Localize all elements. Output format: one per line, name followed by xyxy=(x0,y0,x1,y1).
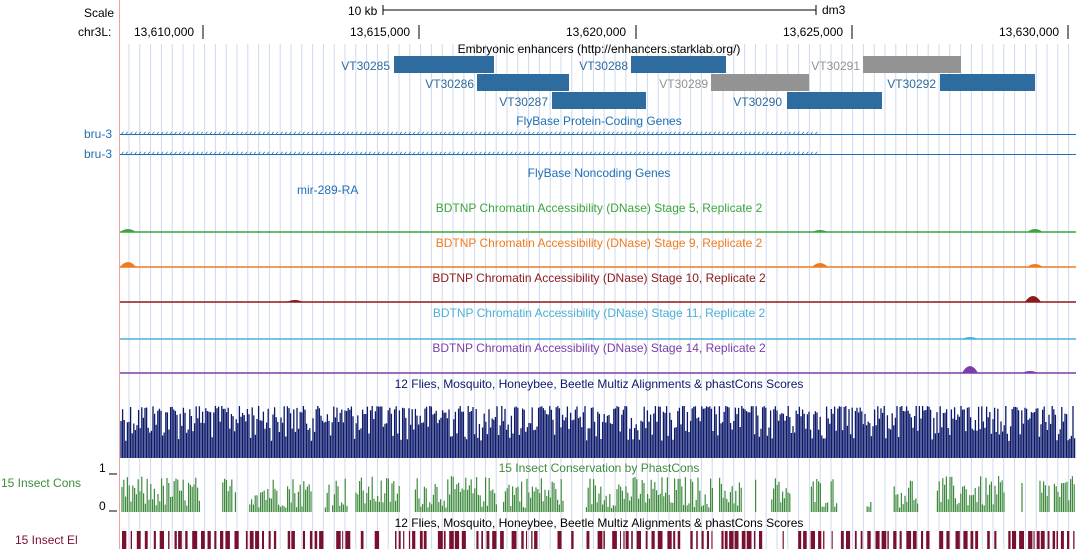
enhancer-feature-label[interactable]: VT30288 xyxy=(579,59,628,73)
chrom-label: chr3L: xyxy=(78,25,112,39)
dnase-signal-peak xyxy=(287,300,303,302)
insect-cons-bars xyxy=(121,476,1075,512)
gene-model-line[interactable] xyxy=(120,134,1076,135)
dnase-track-title[interactable]: BDTNP Chromatin Accessibility (DNase) St… xyxy=(435,236,763,250)
noncoding-genes-track-title[interactable]: FlyBase Noncoding Genes xyxy=(527,166,671,180)
dnase-signal-peak xyxy=(582,338,598,339)
insect-cons-track-title[interactable]: 15 Insect Conservation by PhastCons xyxy=(498,461,700,475)
dnase-signal-peak xyxy=(1027,229,1043,232)
enhancer-feature[interactable] xyxy=(711,74,809,91)
insect-el-blocks xyxy=(122,531,1075,549)
enhancer-feature[interactable] xyxy=(787,92,882,109)
dnase-signal-peak xyxy=(812,263,828,267)
enhancer-feature[interactable] xyxy=(394,56,494,73)
dnase-signal-peak xyxy=(1025,296,1041,302)
gene-label[interactable]: bru-3 xyxy=(84,127,113,141)
gene-strand-arrows: ‹‹‹‹‹‹‹‹‹‹‹‹‹‹‹‹‹‹‹‹‹‹‹‹‹‹‹‹‹‹‹‹‹‹‹‹‹‹‹‹… xyxy=(120,129,819,139)
insect-cons-side-label[interactable]: 15 Insect Cons xyxy=(1,476,82,490)
gene-label[interactable]: bru-3 xyxy=(84,147,113,161)
multiz-track-title[interactable]: 12 Flies, Mosquito, Honeybee, Beetle Mul… xyxy=(394,377,804,391)
position-label: 13,625,000 xyxy=(783,25,844,39)
enhancer-feature-label[interactable]: VT30287 xyxy=(499,95,548,109)
insect-el-track-title[interactable]: 12 Flies, Mosquito, Honeybee, Beetle Mul… xyxy=(394,516,804,530)
position-label: 13,620,000 xyxy=(566,25,627,39)
enhancer-feature[interactable] xyxy=(631,56,726,73)
enhancer-feature-label[interactable]: VT30289 xyxy=(659,77,708,91)
dnase-track-title[interactable]: BDTNP Chromatin Accessibility (DNase) St… xyxy=(435,201,763,215)
scale-label: Scale xyxy=(84,6,115,20)
enhancer-track-title[interactable]: Embryonic enhancers (http://enhancers.st… xyxy=(457,42,741,56)
multiz-conservation-bars xyxy=(120,406,1076,458)
dnase-signal-peak xyxy=(1027,264,1043,267)
dnase-signal-peak xyxy=(120,262,136,267)
dnase-signal-peak xyxy=(962,366,978,373)
enhancer-feature-label[interactable]: VT30286 xyxy=(425,77,474,91)
insect-cons-ymax: 1 xyxy=(99,461,106,475)
enhancer-feature[interactable] xyxy=(940,74,1035,91)
dnase-track-title[interactable]: BDTNP Chromatin Accessibility (DNase) St… xyxy=(432,306,766,320)
enhancer-feature-label[interactable]: VT30290 xyxy=(733,95,782,109)
noncoding-gene-label[interactable]: mir-289-RA xyxy=(297,183,359,197)
dnase-signal-peak xyxy=(120,229,136,232)
position-label: 13,630,000 xyxy=(999,25,1060,39)
position-label: 13,615,000 xyxy=(350,25,411,39)
insect-cons-ymin: 0 xyxy=(99,499,106,513)
dnase-signal-peak xyxy=(1022,371,1038,373)
dnase-signal-peak xyxy=(962,337,978,339)
enhancer-feature-label[interactable]: VT30292 xyxy=(887,77,936,91)
enhancer-feature[interactable] xyxy=(863,56,961,73)
dnase-signal-peak xyxy=(812,230,828,232)
enhancer-feature-label[interactable]: VT30291 xyxy=(811,59,860,73)
coding-genes-track-title[interactable]: FlyBase Protein-Coding Genes xyxy=(516,114,682,128)
gene-model-line[interactable] xyxy=(120,154,1076,155)
gene-strand-arrows: ‹‹‹‹‹‹‹‹‹‹‹‹‹‹‹‹‹‹‹‹‹‹‹‹‹‹‹‹‹‹‹‹‹‹‹‹‹‹‹‹… xyxy=(120,149,819,159)
insect-el-side-label[interactable]: 15 Insect El xyxy=(15,533,78,547)
enhancer-feature[interactable] xyxy=(477,74,569,91)
enhancer-feature-label[interactable]: VT30285 xyxy=(341,59,390,73)
enhancer-feature[interactable] xyxy=(552,92,646,109)
scale-bar-label: 10 kb xyxy=(348,4,378,18)
assembly-label: dm3 xyxy=(822,3,846,17)
dnase-track-title[interactable]: BDTNP Chromatin Accessibility (DNase) St… xyxy=(432,341,766,355)
dnase-track-title[interactable]: BDTNP Chromatin Accessibility (DNase) St… xyxy=(432,271,766,285)
position-label: 13,610,000 xyxy=(134,25,195,39)
